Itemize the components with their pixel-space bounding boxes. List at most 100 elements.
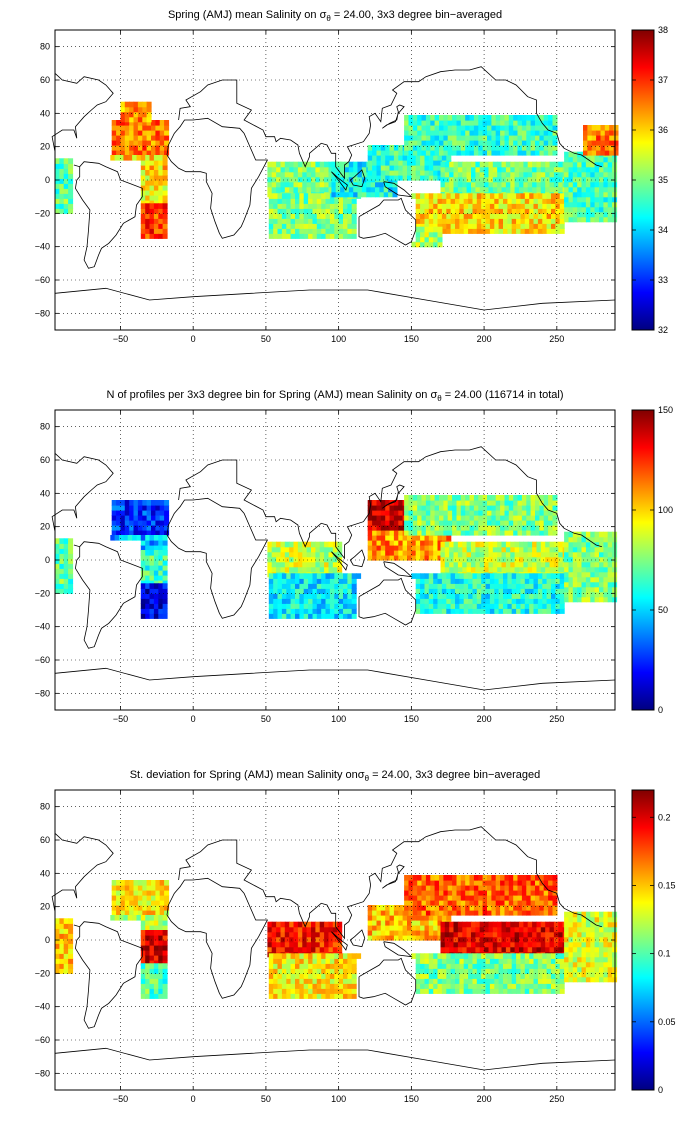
data-cell [535, 900, 540, 906]
data-cell [497, 936, 503, 943]
data-cell [495, 120, 501, 126]
data-cell [468, 958, 474, 964]
data-cell [162, 190, 168, 196]
data-cell [527, 946, 533, 953]
data-cell [408, 140, 414, 146]
data-cell [420, 915, 426, 921]
data-cell [481, 223, 487, 229]
data-cell [439, 895, 444, 901]
data-cell [516, 203, 522, 209]
data-cell [524, 218, 530, 224]
data-cell [545, 166, 551, 173]
data-cell [324, 941, 330, 948]
data-cell [517, 525, 523, 531]
data-cell [481, 208, 487, 214]
data-cell [420, 930, 426, 936]
data-cell [466, 931, 472, 938]
data-cell [140, 593, 146, 599]
data-cell [450, 968, 456, 974]
data-cell [481, 193, 487, 199]
data-cell [393, 165, 399, 171]
data-cell [488, 551, 494, 558]
data-cell [124, 525, 130, 531]
data-cell [603, 211, 609, 218]
data-cell [500, 135, 506, 141]
data-cell [149, 213, 155, 219]
data-cell [594, 581, 600, 588]
data-cell [479, 556, 485, 563]
data-cell [407, 920, 412, 926]
data-cell [484, 171, 490, 178]
data-cell [306, 921, 312, 928]
data-cell [351, 228, 357, 234]
data-cell [485, 193, 491, 199]
data-cell [600, 140, 606, 146]
data-cell [495, 910, 501, 916]
data-cell [415, 160, 421, 166]
data-cell [137, 125, 143, 131]
data-cell [347, 583, 353, 589]
data-cell [299, 958, 305, 964]
data-cell [535, 885, 540, 891]
data-cell [494, 573, 500, 579]
data-cell [604, 125, 610, 131]
data-cell [311, 551, 316, 558]
data-cell [357, 166, 363, 173]
data-cell [393, 145, 399, 151]
data-cell [599, 196, 604, 203]
data-cell [404, 130, 410, 136]
data-cell [523, 936, 529, 943]
data-cell [504, 900, 510, 906]
data-cell [372, 175, 378, 181]
data-cell [389, 505, 395, 511]
data-cell [603, 541, 609, 548]
data-cell [366, 191, 372, 198]
data-cell [446, 213, 452, 219]
data-cell [555, 228, 561, 234]
data-cell [472, 983, 478, 989]
data-cell [137, 150, 143, 156]
data-cell [315, 186, 321, 193]
data-cell [415, 920, 421, 926]
data-cell [487, 505, 492, 511]
data-cell [140, 155, 146, 161]
data-cell [487, 905, 492, 911]
data-cell [514, 561, 520, 568]
data-cell [514, 931, 520, 938]
data-cell [581, 211, 587, 218]
data-cell [469, 515, 475, 521]
data-cell [411, 925, 417, 931]
data-cell [536, 941, 542, 948]
data-cell [581, 161, 587, 168]
data-cell [407, 160, 412, 166]
data-cell [444, 941, 450, 948]
data-cell [501, 946, 507, 953]
data-cell [452, 515, 458, 521]
data-cell [267, 181, 273, 188]
data-cell [344, 186, 350, 193]
data-cell [468, 578, 474, 584]
data-cell [517, 145, 523, 151]
data-cell [494, 588, 500, 594]
data-cell [491, 500, 497, 506]
data-cell [581, 581, 587, 588]
data-cell [536, 186, 542, 193]
data-cell [505, 181, 511, 188]
data-cell [568, 186, 574, 193]
data-cell [433, 555, 439, 561]
data-cell [277, 193, 283, 199]
data-cell [129, 140, 135, 146]
data-cell [149, 593, 155, 599]
data-cell [388, 191, 394, 198]
data-cell [476, 198, 482, 204]
data-cell [316, 973, 322, 979]
data-cell [421, 880, 427, 886]
data-cell [111, 505, 117, 511]
data-cell [59, 173, 65, 179]
data-cell [465, 905, 471, 911]
data-cell [446, 203, 452, 209]
data-cell [415, 963, 421, 969]
data-cell [455, 198, 460, 204]
data-cell [68, 193, 74, 199]
data-cell [581, 201, 587, 208]
